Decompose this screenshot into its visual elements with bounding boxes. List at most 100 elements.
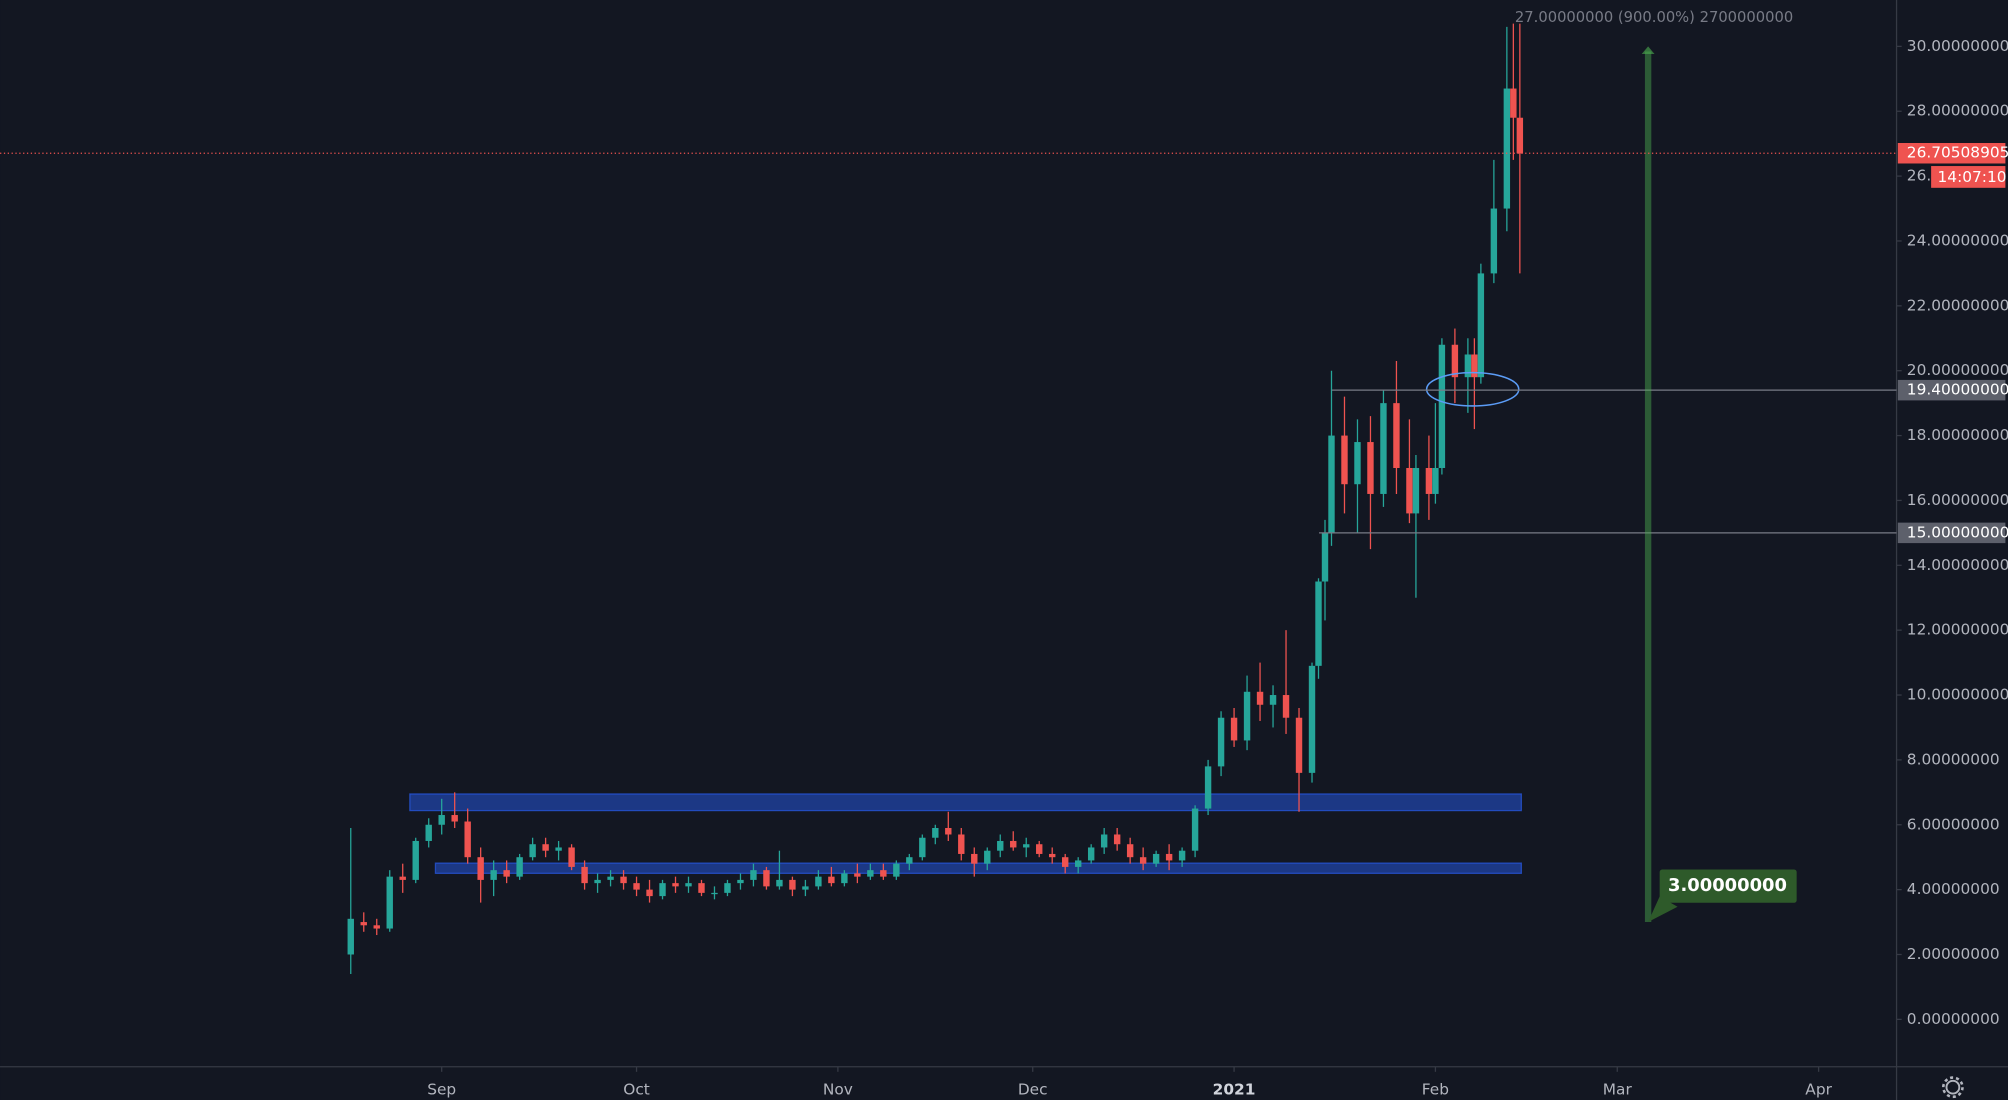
- y-tick-label: 12.00000000: [1907, 621, 2008, 639]
- candle-body: [386, 876, 393, 929]
- candle-body: [477, 857, 484, 880]
- candle-body: [854, 873, 861, 877]
- candle-body: [1282, 695, 1290, 718]
- candle-body: [425, 824, 432, 841]
- countdown-box: [1931, 166, 2006, 188]
- candle-body: [711, 892, 718, 895]
- candle-body: [412, 840, 419, 880]
- candle-body: [932, 828, 939, 838]
- candle-body: [1510, 88, 1517, 118]
- candle-body: [438, 815, 445, 825]
- candle-body: [1062, 857, 1069, 867]
- candle-body: [1367, 442, 1374, 494]
- level-price-box: [1897, 522, 2006, 544]
- x-tick-label: Sep: [427, 1080, 456, 1098]
- candle-body: [659, 883, 666, 897]
- candle-body: [516, 857, 523, 877]
- y-tick-label: 18.00000000: [1907, 426, 2008, 444]
- candle-body: [568, 847, 575, 867]
- countdown-label: 14:07:10: [1938, 168, 2007, 186]
- ellipse-annotation: [1425, 371, 1520, 407]
- y-tick-label: 24.00000000: [1907, 231, 2008, 249]
- candle-body: [503, 870, 510, 877]
- measure-box-pointer: [1648, 896, 1678, 923]
- candle-body: [1308, 665, 1316, 773]
- y-tick-label: 4.00000000: [1907, 880, 2000, 898]
- candle-body: [399, 876, 406, 880]
- candle-body: [646, 889, 653, 897]
- candle-body: [373, 925, 380, 929]
- candle-body: [1380, 403, 1387, 494]
- candle-body: [1023, 844, 1030, 848]
- candle-body: [633, 883, 640, 890]
- x-tick-label: Dec: [1018, 1080, 1048, 1098]
- measure-box-label: 3.00000000: [1668, 875, 1787, 896]
- candle-body: [1087, 847, 1095, 861]
- y-tick-label: 30.00000000: [1907, 37, 2008, 55]
- candle-body: [594, 879, 601, 884]
- candle-body: [1269, 695, 1277, 705]
- last-price-box: [1897, 142, 2006, 164]
- candle-body: [581, 866, 588, 884]
- y-tick-label: 10.00000000: [1907, 686, 2008, 704]
- candle-body: [893, 863, 900, 877]
- candle-body: [1451, 344, 1459, 378]
- candle-body: [347, 918, 354, 955]
- candle-body: [971, 853, 978, 864]
- x-tick-label: Mar: [1603, 1080, 1633, 1098]
- candle-body: [737, 879, 744, 884]
- y-tick-label: 20.00000000: [1907, 361, 2008, 379]
- candle-body: [529, 844, 536, 858]
- y-tick-label: 26.: [1907, 167, 1931, 185]
- level-price-box: [1897, 379, 2006, 401]
- y-tick-label: 16.00000000: [1907, 491, 2008, 509]
- candle-body: [1139, 857, 1147, 864]
- last-price-label: 26.70508905: [1907, 144, 2008, 162]
- y-tick-label: 28.00000000: [1907, 102, 2008, 120]
- candle-body: [1503, 88, 1511, 209]
- y-tick-label: 8.00000000: [1907, 750, 2000, 768]
- candle-body: [1438, 344, 1446, 469]
- support-zone: [409, 793, 1522, 812]
- candle-body: [451, 815, 458, 822]
- candle-body: [763, 870, 770, 887]
- candle-body: [1393, 403, 1400, 469]
- level-price-label: 19.40000000: [1907, 381, 2008, 399]
- candle-body: [867, 870, 874, 877]
- candle-body: [1010, 840, 1017, 848]
- candle-body: [1425, 468, 1433, 494]
- candle-body: [1412, 468, 1420, 514]
- candle-body: [880, 870, 887, 877]
- candle-body: [776, 879, 783, 887]
- candle-body: [1152, 853, 1160, 864]
- gear-teeth: [1942, 1076, 1964, 1099]
- x-tick-label: Feb: [1422, 1080, 1449, 1098]
- candle-body: [1471, 354, 1478, 378]
- y-tick-label: 2.00000000: [1907, 945, 2000, 963]
- candle-body: [1315, 581, 1322, 666]
- candle-body: [802, 886, 809, 890]
- x-tick-label: Oct: [623, 1080, 650, 1098]
- candle-body: [1354, 442, 1361, 485]
- candle-body: [997, 840, 1004, 851]
- candle-body: [1477, 273, 1485, 378]
- candle-body: [1049, 853, 1056, 858]
- candle-body: [555, 847, 562, 851]
- candle-body: [945, 828, 952, 835]
- candle-body: [1243, 691, 1251, 741]
- candle-body: [490, 870, 497, 880]
- plot-area: [347, 23, 1897, 974]
- y-tick-label: 6.00000000: [1907, 815, 2000, 833]
- candle-body: [1230, 717, 1238, 741]
- candle-body: [750, 870, 757, 880]
- candle-body: [919, 837, 926, 858]
- level-price-label: 15.00000000: [1907, 523, 2008, 541]
- candle-body: [1432, 468, 1439, 494]
- candle-body: [1126, 844, 1134, 858]
- candle-body: [1464, 354, 1472, 378]
- settings-icon[interactable]: [1942, 1076, 1964, 1099]
- candle-body: [724, 883, 731, 893]
- candle-body: [360, 922, 367, 926]
- candle-body: [1295, 717, 1303, 773]
